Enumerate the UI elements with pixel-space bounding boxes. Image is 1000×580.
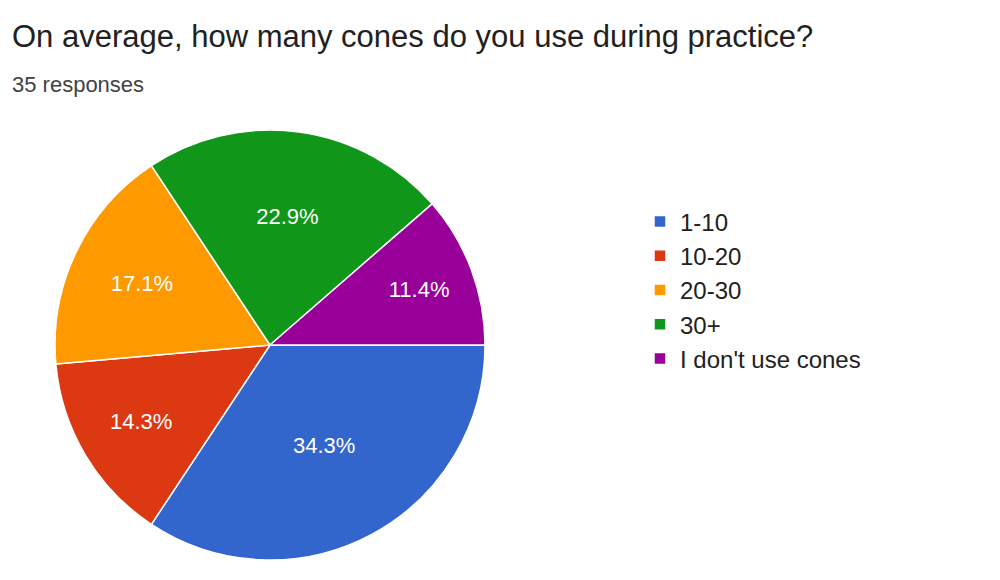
svg-text:11.4%: 11.4% — [389, 277, 450, 302]
svg-text:20-30: 20-30 — [680, 277, 741, 304]
svg-text:I don't use cones: I don't use cones — [680, 346, 861, 373]
svg-text:35 responses: 35 responses — [12, 72, 144, 97]
svg-text:34.3%: 34.3% — [293, 433, 355, 458]
svg-text:10-20: 10-20 — [680, 243, 741, 270]
svg-text:17.1%: 17.1% — [111, 271, 173, 296]
svg-text:14.3%: 14.3% — [110, 409, 172, 434]
svg-text:On average, how many cones do: On average, how many cones do you use du… — [12, 19, 813, 54]
svg-text:30+: 30+ — [680, 312, 721, 339]
svg-text:1-10: 1-10 — [680, 209, 728, 236]
svg-text:22.9%: 22.9% — [256, 204, 318, 229]
